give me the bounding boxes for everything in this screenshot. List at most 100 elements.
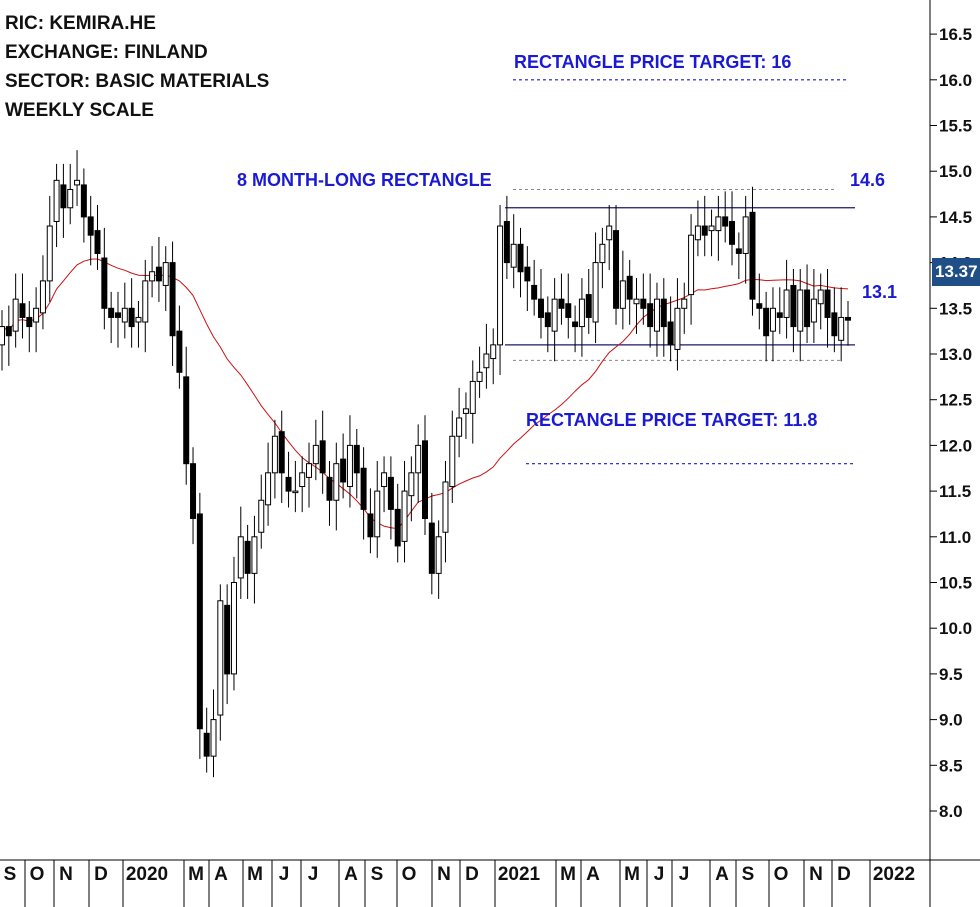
- candle: [346, 415, 353, 508]
- candle: [142, 259, 149, 353]
- candle: [312, 419, 319, 481]
- candle: [319, 410, 326, 494]
- candle: [735, 232, 742, 280]
- candle: [387, 456, 394, 540]
- candle: [483, 323, 490, 389]
- candle: [667, 296, 674, 362]
- x-tick-label: N: [809, 864, 823, 885]
- candle-body: [531, 284, 538, 300]
- candle-body: [483, 353, 490, 369]
- candle-body: [544, 312, 551, 328]
- candle-body: [572, 321, 579, 328]
- candle: [60, 163, 67, 238]
- target-up-annotation: RECTANGLE PRICE TARGET: 16: [514, 52, 792, 72]
- candle: [708, 209, 715, 257]
- target-down-annotation: RECTANGLE PRICE TARGET: 11.8: [526, 410, 818, 430]
- candle-body: [408, 472, 415, 497]
- candle-body: [537, 298, 544, 318]
- candle: [26, 300, 33, 353]
- candle: [169, 241, 176, 366]
- y-tick-label: 15.5: [939, 117, 972, 136]
- candle-body: [244, 540, 251, 574]
- candle-body: [19, 303, 26, 318]
- candle-body: [271, 435, 278, 474]
- x-tick-label: 2020: [126, 864, 168, 885]
- candle-body: [681, 298, 688, 309]
- y-tick-label: 9.0: [939, 711, 963, 730]
- x-tick-label: N: [437, 864, 451, 885]
- candle-body: [387, 476, 394, 510]
- candle-body: [831, 312, 838, 337]
- candle: [12, 273, 19, 348]
- y-tick-label: 12.0: [939, 436, 972, 455]
- candle: [374, 460, 381, 558]
- candle-body: [585, 294, 592, 318]
- candle-body: [33, 307, 40, 323]
- candle: [190, 447, 197, 545]
- candle-body: [626, 275, 633, 300]
- candle: [585, 268, 592, 334]
- candle-body: [845, 316, 851, 321]
- candle-body: [346, 444, 353, 488]
- candle: [551, 278, 558, 362]
- candle: [33, 287, 40, 353]
- candle-body: [67, 188, 74, 209]
- candle: [135, 300, 142, 348]
- candle: [783, 259, 790, 339]
- y-tick-label: 14.5: [939, 208, 972, 227]
- candle: [101, 227, 108, 330]
- candle: [422, 415, 428, 535]
- candle-body: [94, 230, 101, 254]
- candle-body: [783, 289, 790, 318]
- y-tick-label: 16.5: [939, 25, 972, 44]
- candle: [503, 195, 510, 280]
- candle-body: [12, 298, 19, 332]
- candle-body: [688, 234, 695, 296]
- candles: [0, 150, 851, 778]
- candle: [558, 273, 565, 325]
- candle-body: [722, 216, 729, 227]
- candle-body: [708, 225, 715, 232]
- candle-body: [176, 330, 183, 373]
- candle: [640, 273, 647, 325]
- candle-body: [606, 225, 613, 241]
- candle-body: [292, 490, 299, 494]
- candle: [763, 291, 770, 362]
- x-tick-label: M: [624, 864, 640, 885]
- candle-body: [142, 280, 149, 323]
- candle: [831, 287, 838, 353]
- x-tick-label: 2021: [498, 864, 541, 885]
- candle-body: [333, 463, 340, 501]
- candle-body: [735, 248, 742, 254]
- candle: [606, 205, 613, 270]
- x-tick-label: S: [742, 864, 755, 885]
- candle-body: [497, 225, 504, 346]
- candle: [428, 492, 435, 595]
- candle-body: [265, 472, 272, 506]
- candle-body: [817, 289, 824, 305]
- candle-body: [776, 312, 783, 318]
- candle-body: [39, 280, 46, 314]
- candle: [729, 191, 736, 266]
- candle: [149, 246, 156, 298]
- candle: [599, 227, 606, 289]
- candle-body: [190, 463, 197, 520]
- candle: [340, 433, 347, 499]
- candle-body: [715, 216, 722, 232]
- candle: [67, 163, 74, 225]
- candle: [790, 268, 797, 353]
- candle-body: [578, 298, 585, 328]
- candle-body: [258, 499, 265, 533]
- candle: [224, 584, 231, 705]
- candle-body: [0, 326, 5, 346]
- candle: [619, 250, 626, 330]
- candle: [715, 195, 722, 261]
- candle-body: [742, 216, 749, 254]
- last-price-badge: 13.37: [932, 258, 980, 286]
- candle: [681, 282, 688, 334]
- lower-boundary-label: 13.1: [862, 282, 898, 302]
- candle-body: [653, 298, 660, 332]
- y-tick-label: 12.5: [939, 391, 972, 410]
- candle-body: [422, 440, 428, 520]
